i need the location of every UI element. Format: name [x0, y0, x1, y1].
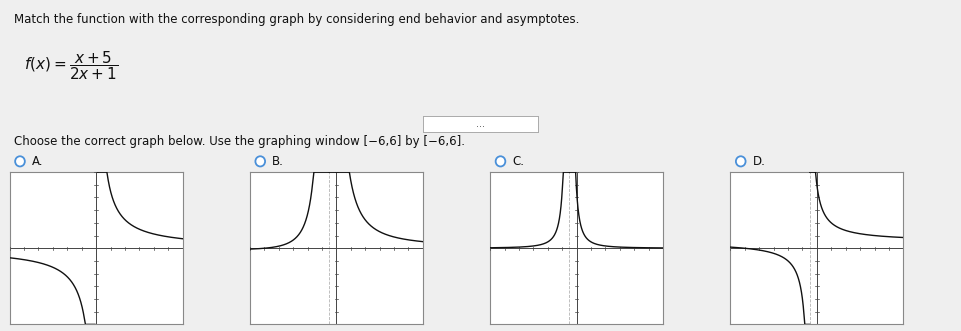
Text: ...: ... [476, 119, 485, 129]
Text: $f(x) = \dfrac{x+5}{2x+1}$: $f(x) = \dfrac{x+5}{2x+1}$ [24, 49, 118, 82]
Text: D.: D. [752, 155, 766, 168]
Text: Choose the correct graph below. Use the graphing window [−6,6] by [−6,6].: Choose the correct graph below. Use the … [14, 135, 465, 148]
Text: C.: C. [512, 155, 525, 168]
Circle shape [736, 156, 746, 166]
Circle shape [15, 156, 25, 166]
Text: B.: B. [272, 155, 284, 168]
Circle shape [496, 156, 505, 166]
Text: Match the function with the corresponding graph by considering end behavior and : Match the function with the correspondin… [14, 13, 579, 26]
Circle shape [256, 156, 265, 166]
Text: A.: A. [32, 155, 43, 168]
